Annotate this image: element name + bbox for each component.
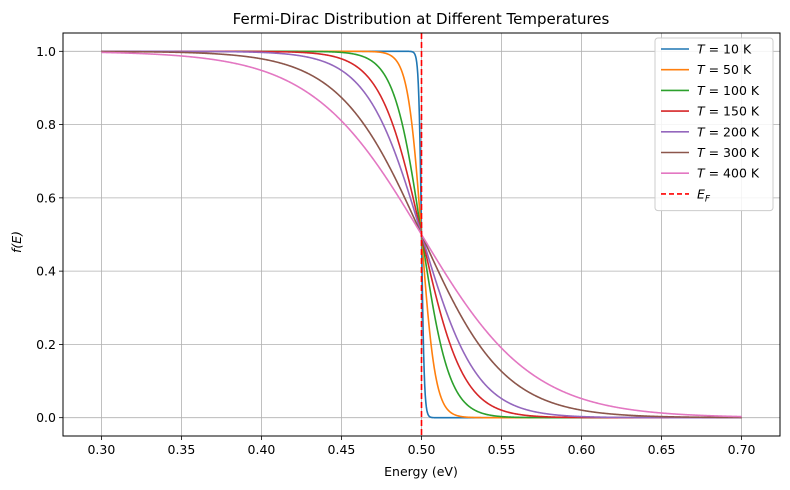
x-tick-label: 0.30	[87, 442, 115, 457]
y-tick-label: 0.2	[36, 337, 56, 352]
x-axis-label: Energy (eV)	[384, 464, 458, 479]
y-tick-label: 1.0	[36, 44, 56, 59]
chart-title: Fermi-Dirac Distribution at Different Te…	[233, 10, 610, 28]
y-axis-ticks: 0.0 0.2 0.4 0.6 0.8 1.0	[36, 44, 63, 425]
y-axis-label-text: f(E)	[9, 231, 24, 253]
x-tick-label: 0.60	[568, 442, 596, 457]
x-tick-label: 0.65	[648, 442, 676, 457]
x-tick-label: 0.45	[328, 442, 356, 457]
y-axis-label: f(E)	[9, 231, 24, 253]
y-tick-label: 0.8	[36, 117, 56, 132]
x-tick-label: 0.70	[728, 442, 756, 457]
legend-label-50k: T = 50 K	[697, 62, 752, 77]
x-tick-label: 0.35	[168, 442, 196, 457]
x-axis-ticks: 0.30 0.35 0.40 0.45 0.50 0.55 0.60 0.65 0.70	[87, 436, 756, 457]
y-tick-label: 0.4	[36, 264, 56, 279]
x-tick-label: 0.50	[408, 442, 436, 457]
legend-label-150k: T = 150 K	[697, 104, 760, 119]
legend-label-400k: T = 400 K	[697, 166, 760, 181]
y-tick-label: 0.6	[36, 190, 56, 205]
legend-label-fermi-level: EF	[697, 186, 711, 204]
legend-label-200k: T = 200 K	[697, 124, 760, 139]
legend: T = 10 K T = 50 K T = 100 K T = 150 K T = 20…	[654, 37, 774, 212]
legend-label-100k: T = 100 K	[697, 83, 760, 98]
x-tick-label: 0.40	[248, 442, 276, 457]
legend-box	[654, 37, 774, 212]
legend-label-300k: T = 300 K	[697, 145, 760, 160]
y-tick-label: 0.0	[36, 410, 56, 425]
legend-label-10k: T = 10 K	[697, 42, 752, 57]
x-tick-label: 0.55	[488, 442, 516, 457]
